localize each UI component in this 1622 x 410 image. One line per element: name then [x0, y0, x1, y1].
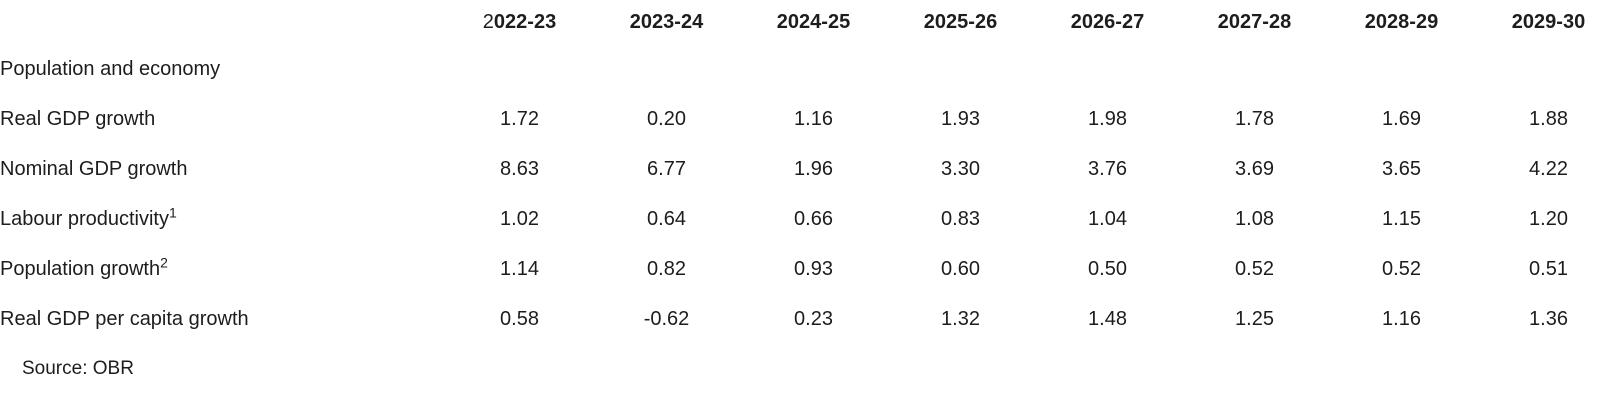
- value-cell: 6.77: [647, 157, 686, 180]
- value-cell: 0.82: [647, 257, 686, 280]
- value-cell: 1.20: [1529, 207, 1568, 230]
- economic-forecast-table: 2022-23 2023-24 2024-25 2025-26 2026-27 2027-…: [0, 0, 1622, 344]
- row-label: Real GDP per capita growth: [0, 307, 249, 330]
- value-cell: 1.72: [500, 107, 539, 130]
- value-cell: 0.50: [1088, 257, 1127, 280]
- value-cell: 1.16: [794, 107, 833, 130]
- row-label: Labour productivity1: [0, 203, 177, 230]
- value-cell: 1.93: [941, 107, 980, 130]
- section-row: Population and economy: [0, 44, 1622, 94]
- value-cell: 0.20: [647, 107, 686, 130]
- value-cell: 1.48: [1088, 307, 1127, 330]
- value-cell: 1.36: [1529, 307, 1568, 330]
- table-row: Labour productivity1 1.02 0.64 0.66 0.83 1.04…: [0, 194, 1622, 244]
- table-header: 2022-23 2023-24 2024-25 2025-26 2026-27 2027-…: [0, 0, 1622, 44]
- source-note: Source: OBR: [22, 358, 134, 379]
- value-cell: 1.98: [1088, 107, 1127, 130]
- value-cell: 1.16: [1382, 307, 1421, 330]
- value-cell: 3.30: [941, 157, 980, 180]
- row-label: Population growth2: [0, 253, 168, 280]
- year-column-header: 2023-24: [629, 10, 704, 33]
- value-cell: 1.14: [500, 257, 539, 280]
- value-cell: 0.83: [941, 207, 980, 230]
- year-header-row: 2022-23 2023-24 2024-25 2025-26 2026-27 2027-…: [0, 0, 1622, 44]
- value-cell: -0.62: [643, 307, 690, 330]
- value-cell: 1.88: [1529, 107, 1568, 130]
- value-cell: 1.02: [500, 207, 539, 230]
- value-cell: 3.69: [1235, 157, 1274, 180]
- section-label: Population and economy: [0, 57, 221, 80]
- year-column-header: 2024-25: [776, 10, 851, 33]
- row-label-header-cell: [0, 0, 446, 44]
- value-cell: 8.63: [500, 157, 539, 180]
- year-column-header: 2028-29: [1364, 10, 1439, 33]
- value-cell: 1.25: [1235, 307, 1274, 330]
- year-column-header: 2029-30: [1511, 10, 1586, 33]
- value-cell: 1.96: [794, 157, 833, 180]
- footnote-marker: 2: [160, 253, 168, 270]
- value-cell: 1.69: [1382, 107, 1421, 130]
- row-label: Real GDP growth: [0, 107, 156, 130]
- year-column-header: 2026-27: [1070, 10, 1145, 33]
- year-column-header: 2025-26: [923, 10, 998, 33]
- row-label: Nominal GDP growth: [0, 157, 188, 180]
- value-cell: 0.93: [794, 257, 833, 280]
- value-cell: 0.66: [794, 207, 833, 230]
- value-cell: 0.52: [1382, 257, 1421, 280]
- value-cell: 4.22: [1529, 157, 1568, 180]
- value-cell: 0.60: [941, 257, 980, 280]
- table-row: Population growth2 1.14 0.82 0.93 0.60 0.50 0.…: [0, 244, 1622, 294]
- value-cell: 1.32: [941, 307, 980, 330]
- value-cell: 0.51: [1529, 257, 1568, 280]
- value-cell: 0.52: [1235, 257, 1274, 280]
- value-cell: 1.04: [1088, 207, 1127, 230]
- year-column-header: 2027-28: [1217, 10, 1292, 33]
- table-row: Real GDP per capita growth 0.58 -0.62 0.23 1…: [0, 294, 1622, 344]
- value-cell: 1.78: [1235, 107, 1274, 130]
- value-cell: 0.58: [500, 307, 539, 330]
- value-cell: 1.08: [1235, 207, 1274, 230]
- value-cell: 1.15: [1382, 207, 1421, 230]
- value-cell: 3.76: [1088, 157, 1127, 180]
- table-row: Nominal GDP growth 8.63 6.77 1.96 3.30 3.76 3.…: [0, 144, 1622, 194]
- footnote-marker: 1: [168, 203, 177, 220]
- value-cell: 0.23: [794, 307, 833, 330]
- year-column-header: 2022-23: [482, 10, 557, 33]
- value-cell: 0.64: [647, 207, 686, 230]
- table-body: Population and economy Real GDP growth 1.7…: [0, 44, 1622, 344]
- value-cell: 3.65: [1382, 157, 1421, 180]
- table-row: Real GDP growth 1.72 0.20 1.16 1.93 1.98 1.78 1…: [0, 94, 1622, 144]
